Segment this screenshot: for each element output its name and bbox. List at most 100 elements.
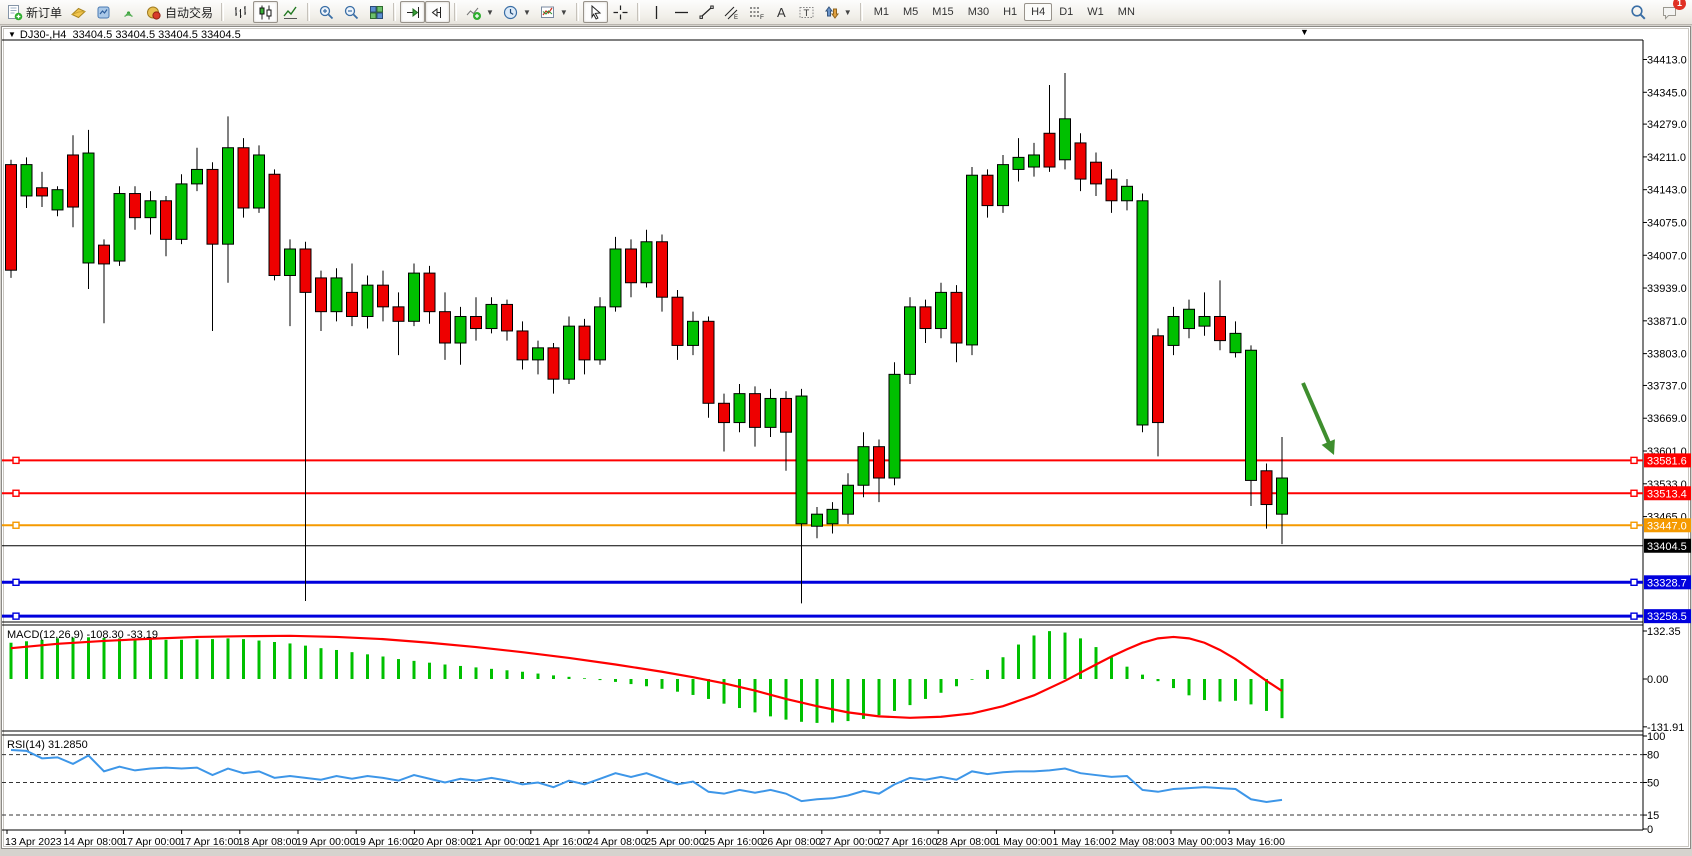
svg-text:132.35: 132.35 [1647, 626, 1681, 638]
arrows-button[interactable]: ▼ [819, 1, 856, 23]
svg-text:34143.0: 34143.0 [1647, 185, 1687, 197]
svg-text:24 Apr 08:00: 24 Apr 08:00 [587, 836, 647, 848]
equidistant-channel-button[interactable]: E [719, 1, 744, 23]
svg-text:0: 0 [1647, 824, 1653, 836]
chart-dropdown-marker-icon[interactable]: ▼ [1300, 27, 1309, 37]
cursor-button[interactable] [582, 1, 608, 23]
svg-text:E: E [734, 15, 738, 21]
tf-M5[interactable]: M5 [903, 6, 919, 18]
tf-M1[interactable]: M1 [873, 6, 889, 18]
tf-M30[interactable]: M30 [967, 6, 990, 18]
chevron-down-icon[interactable]: ▼ [486, 7, 494, 17]
svg-text:1 May 16:00: 1 May 16:00 [1053, 836, 1111, 848]
templates-button[interactable]: ▼ [535, 1, 572, 23]
svg-text:T: T [803, 7, 809, 18]
svg-text:33669.0: 33669.0 [1647, 413, 1687, 425]
line-chart-icon [282, 4, 299, 21]
line-chart-button[interactable] [278, 1, 303, 23]
text-button[interactable]: A [769, 1, 794, 23]
bar-chart-button[interactable] [228, 1, 253, 23]
svg-text:25 Apr 00:00: 25 Apr 00:00 [645, 836, 705, 848]
trendline-icon [698, 4, 715, 21]
toolbar-separator [575, 3, 579, 21]
svg-text:50: 50 [1647, 778, 1659, 790]
candles [5, 73, 1288, 604]
channel-icon: E [723, 4, 740, 21]
tf-MN[interactable]: MN [1117, 6, 1135, 18]
trend-arrow-annotation[interactable] [1301, 382, 1335, 455]
toolbar-group [400, 0, 451, 24]
market-watch-icon [70, 4, 87, 21]
auto-trading-icon [145, 4, 162, 21]
search-icon [1630, 4, 1647, 21]
tile-windows-icon [368, 4, 385, 21]
svg-text:33581.6: 33581.6 [1647, 455, 1687, 467]
indicators-button[interactable]: ▼ [461, 1, 498, 23]
svg-text:26 Apr 08:00: 26 Apr 08:00 [762, 836, 822, 848]
chevron-down-icon[interactable]: ▼ [522, 7, 531, 17]
svg-text:27 Apr 00:00: 27 Apr 00:00 [820, 836, 880, 848]
chevron-down-icon[interactable]: ▼ [559, 7, 568, 17]
periods-icon [502, 4, 519, 21]
price-axis[interactable]: 34413.0 34345.0 34279.0 34211.0 34143.0 34075… [1643, 55, 1687, 524]
crosshair-icon [612, 4, 629, 21]
svg-text:13 Apr 2023: 13 Apr 2023 [5, 836, 62, 848]
svg-text:25 Apr 16:00: 25 Apr 16:00 [703, 836, 763, 848]
new-order-button[interactable]: 新订单 [2, 1, 66, 23]
auto-scroll-icon [404, 4, 421, 21]
svg-text:3 May 16:00: 3 May 16:00 [1227, 836, 1285, 848]
signals-icon [120, 4, 137, 21]
tf-H1[interactable]: H1 [1003, 6, 1018, 18]
tf-M15[interactable]: M15 [932, 6, 954, 18]
tf-W1[interactable]: W1 [1087, 6, 1104, 18]
svg-text:34345.0: 34345.0 [1647, 87, 1687, 99]
crosshair-button[interactable] [608, 1, 633, 23]
text-icon: A [773, 4, 790, 21]
trendline-button[interactable] [694, 1, 719, 23]
auto-scroll-button[interactable] [400, 1, 426, 23]
chart-shift-button[interactable] [425, 1, 451, 23]
zoom-in-button[interactable] [314, 1, 339, 23]
macd-indicator-label: MACD(12,26,9) -108.30 -33.19 [7, 629, 159, 641]
svg-text:33258.5: 33258.5 [1647, 611, 1687, 623]
toolbar-group [314, 0, 389, 24]
chart-canvas[interactable]: 34413.0 34345.0 34279.0 34211.0 34143.0 34075… [0, 26, 1692, 856]
zoom-out-button[interactable] [339, 1, 364, 23]
chevron-down-icon[interactable]: ▼ [843, 7, 852, 17]
tf-D1[interactable]: D1 [1059, 6, 1074, 18]
svg-text:19 Apr 00:00: 19 Apr 00:00 [296, 836, 356, 848]
notifications-button[interactable]: 1 [1657, 0, 1686, 23]
tf-H4[interactable]: H4 [1024, 3, 1053, 21]
horizontal-line-button[interactable] [669, 1, 694, 23]
text-label-button[interactable]: T [794, 1, 819, 23]
svg-text:18 Apr 08:00: 18 Apr 08:00 [238, 836, 298, 848]
tile-windows-button[interactable] [364, 1, 389, 23]
fibonacci-button[interactable]: F [744, 1, 769, 23]
auto-trading-button[interactable]: 自动交易 [141, 1, 217, 23]
periods-button[interactable]: ▼ [498, 1, 535, 23]
fibonacci-icon: F [748, 4, 765, 21]
svg-text:33939.0: 33939.0 [1647, 283, 1687, 295]
candlestick-chart-button[interactable] [253, 1, 279, 23]
chart-collapse-icon[interactable]: ▼ [8, 30, 16, 39]
toolbar-group: 新订单 自动交易 [2, 0, 217, 24]
svg-text:33513.4: 33513.4 [1647, 488, 1687, 500]
data-window-button[interactable] [91, 1, 116, 23]
vertical-line-button[interactable] [644, 1, 669, 23]
svg-text:80: 80 [1647, 750, 1659, 762]
svg-text:21 Apr 00:00: 21 Apr 00:00 [471, 836, 531, 848]
svg-text:34279.0: 34279.0 [1647, 119, 1687, 131]
market-watch-button[interactable] [66, 1, 91, 23]
svg-text:28 Apr 08:00: 28 Apr 08:00 [936, 836, 996, 848]
indicators-icon [465, 4, 482, 21]
label-icon: T [798, 4, 815, 21]
cursor-icon [587, 4, 604, 21]
svg-text:33404.5: 33404.5 [1647, 541, 1687, 553]
signals-button[interactable] [116, 1, 141, 23]
svg-text:2 May 08:00: 2 May 08:00 [1111, 836, 1169, 848]
svg-text:34413.0: 34413.0 [1647, 55, 1687, 67]
svg-text:17 Apr 16:00: 17 Apr 16:00 [180, 836, 240, 848]
search-button[interactable] [1626, 1, 1651, 23]
